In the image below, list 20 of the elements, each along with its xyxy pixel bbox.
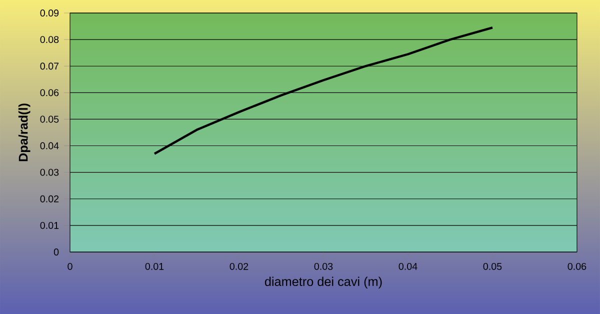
y-tick-label: 0.03: [40, 168, 59, 176]
x-tick-label: 0.01: [145, 262, 164, 270]
y-tick-label: 0: [54, 248, 59, 256]
y-tick-label: 0.08: [40, 36, 59, 44]
y-tick-label: 0.02: [40, 195, 59, 202]
y-tick-label: 0.06: [40, 89, 59, 96]
x-tick-label: 0.03: [314, 262, 333, 270]
y-tick-label: 0.05: [40, 116, 59, 123]
y-tick-label: 0.01: [40, 222, 59, 229]
y-tick-label: 0.04: [40, 142, 59, 150]
x-axis-title: diametro dei cavi (m): [264, 276, 382, 289]
x-tick-label: 0.06: [568, 262, 586, 270]
y-tick-label: 0.07: [40, 62, 59, 70]
x-tick-label: 0.04: [398, 262, 418, 270]
x-tick-label: 0.05: [483, 262, 502, 270]
x-tick-label: 0.02: [230, 262, 248, 270]
y-axis-title: Dpa/rad(l): [18, 104, 30, 162]
line-series: [153, 26, 494, 155]
x-tick-label: 0: [68, 262, 72, 270]
y-tick-label: 0.09: [40, 10, 59, 16]
